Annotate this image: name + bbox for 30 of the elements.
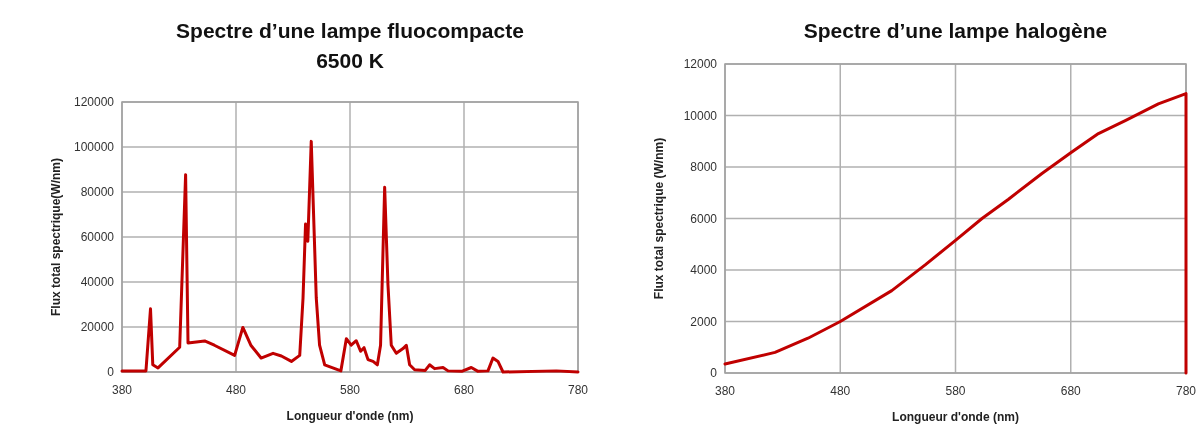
y-tick-label: 40000: [80, 275, 115, 290]
x-tick-label: 580: [339, 383, 361, 397]
x-tick-label: 580: [945, 384, 966, 398]
x-axis-title: Longueur d'onde (nm): [892, 410, 1019, 424]
x-tick-label: 680: [1060, 384, 1082, 398]
x-tick-label: 380: [714, 384, 736, 398]
y-tick-label: 0: [107, 365, 115, 380]
y-tick-label: 10000: [683, 108, 718, 123]
x-axis-title: Longueur d'onde (nm): [286, 409, 414, 423]
y-tick-label: 4000: [690, 263, 718, 278]
chart-title: Spectre d’une lampe halogène: [803, 19, 1108, 42]
y-tick-label: 2000: [690, 314, 718, 329]
y-tick-label: 20000: [80, 320, 115, 335]
y-tick-label: 8000: [690, 160, 718, 175]
y-tick-label: 120000: [73, 95, 115, 110]
y-tick-label: 6000: [690, 211, 718, 226]
x-tick-label: 480: [225, 383, 247, 397]
x-tick-label: 380: [111, 383, 133, 397]
y-tick-label: 0: [710, 366, 718, 381]
y-axis-title: Flux total spectrique (W/nm): [652, 137, 666, 300]
y-axis-title: Flux total spectrique(W/nm): [49, 157, 63, 317]
y-tick-label: 12000: [683, 57, 718, 72]
x-tick-label: 780: [567, 383, 589, 397]
chart-title: Spectre d’une lampe fluocompacte 6500 K: [176, 19, 524, 72]
x-tick-label: 680: [453, 383, 475, 397]
y-tick-label: 80000: [80, 185, 115, 200]
y-tick-label: 60000: [80, 230, 115, 245]
x-tick-label: 780: [1175, 384, 1197, 398]
y-tick-label: 100000: [73, 140, 115, 155]
x-tick-label: 480: [830, 384, 851, 398]
